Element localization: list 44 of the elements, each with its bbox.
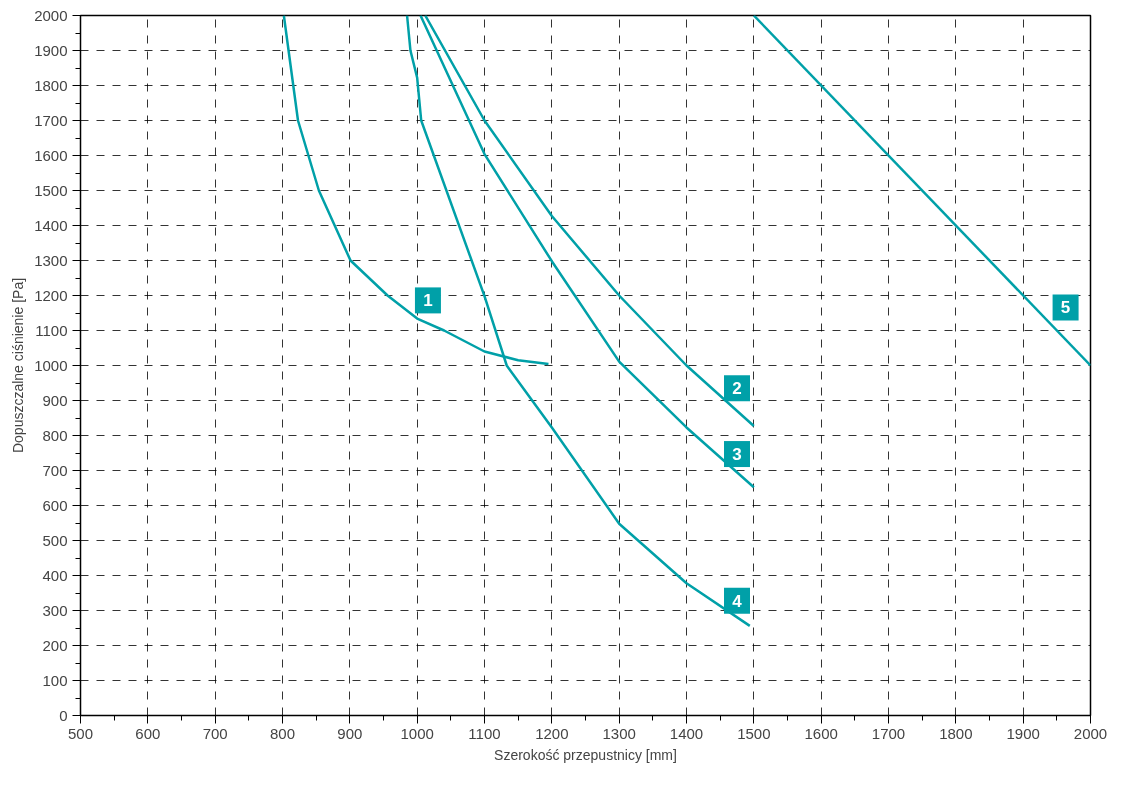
y-tick-label: 900 [42,391,68,409]
x-axis-title: Szerokość przepustnicy [mm] [494,746,677,763]
y-tick-label: 2000 [34,6,68,24]
x-tick-label: 1500 [737,724,771,742]
x-tick-label: 1100 [468,724,501,742]
annotation: 4 [732,591,743,611]
x-tick-label: 1800 [939,724,973,742]
x-tick-label: 500 [67,724,94,742]
x-tick-label: 900 [337,724,363,742]
x-tick-label: 1700 [871,724,906,742]
y-tick-label: 600 [42,496,68,514]
y-tick-label: 1100 [35,321,68,339]
y-tick-label: 500 [42,531,68,549]
x-tick-label: 1900 [1006,724,1040,742]
y-tick-label: 1800 [34,76,68,94]
y-tick-label: 100 [42,671,68,689]
y-tick-label: 300 [42,601,68,619]
x-tick-label: 1400 [669,724,704,742]
y-tick-label: 1400 [34,216,68,234]
y-tick-label: 200 [42,636,68,654]
y-tick-label: 800 [42,426,68,444]
x-tick-label: 1300 [602,724,636,742]
y-axis-title: Dopuszczalne ciśnienie [Pa] [10,277,27,454]
x-tick-label: 600 [135,724,161,742]
y-tick-label: 1600 [34,146,68,164]
annotation: 2 [732,379,742,399]
x-tick-label: 2000 [1073,724,1108,742]
annotation: 5 [1060,298,1071,318]
y-tick-label: 1900 [34,41,68,59]
y-tick-label: 1500 [34,181,68,199]
y-tick-label: 0 [59,706,68,724]
annotation: 3 [732,445,742,465]
x-tick-label: 1600 [804,724,838,742]
y-tick-label: 1700 [34,111,68,129]
x-tick-label: 1000 [400,724,434,742]
y-tick-label: 400 [42,566,68,584]
x-tick-label: 800 [269,724,296,742]
annotation: 1 [423,291,433,311]
y-tick-label: 1300 [34,251,68,269]
y-tick-label: 700 [42,461,68,479]
y-tick-label: 1000 [34,356,68,374]
x-tick-label: 700 [202,724,228,742]
y-tick-label: 1200 [34,286,68,304]
x-tick-label: 1200 [535,724,569,742]
